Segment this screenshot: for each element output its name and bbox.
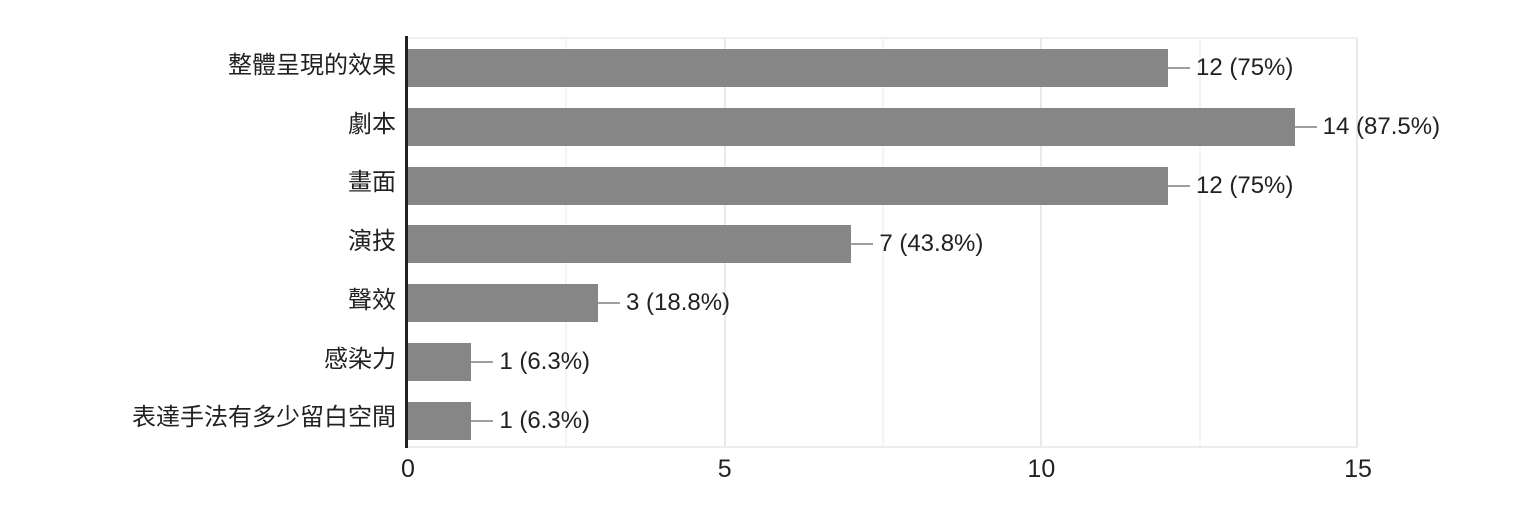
category-label: 演技 (348, 228, 396, 256)
bar-row: 12 (75%) (408, 39, 1358, 98)
value-label: 7 (43.8%) (879, 230, 984, 258)
leader-line (471, 419, 494, 422)
category-label: 整體呈現的效果 (228, 52, 396, 79)
category-label: 聲效 (348, 286, 396, 314)
x-tick-label: 5 (717, 455, 732, 483)
major-gridline (1040, 39, 1043, 446)
category-label: 表達手法有多少留白空間 (132, 404, 396, 432)
x-tick-label: 15 (1344, 455, 1372, 483)
bar (408, 342, 472, 381)
bar (408, 225, 852, 264)
plot-area: 12 (75%) 14 (87.5%) 12 (75%) 7 (43.8%) 3 (18… (408, 37, 1440, 450)
bar (408, 49, 1168, 88)
bar-row: 7 (43.8%) (408, 215, 1358, 274)
value-label: 1 (6.3%) (499, 406, 591, 434)
leader-line (1294, 126, 1317, 129)
value-label: 12 (75%) (1196, 171, 1294, 199)
bar-row: 1 (6.3%) (408, 391, 1358, 450)
leader-line (1168, 184, 1190, 187)
category-axis-labels: 整體呈現的效果劇本畫面演技聲效感染力表達手法有多少留白空間 (0, 37, 396, 448)
leader-line (471, 360, 494, 363)
bar (408, 284, 598, 323)
bar-row: 1 (6.3%) (408, 333, 1358, 392)
category-label: 畫面 (348, 169, 396, 197)
minor-gridline (882, 39, 884, 446)
x-tick-label: 0 (401, 455, 415, 483)
leader-line (1168, 67, 1190, 70)
bar-row: 3 (18.8%) (408, 274, 1358, 333)
leader-line (598, 302, 620, 305)
bar-row: 14 (87.5%) (408, 98, 1440, 157)
category-label: 感染力 (324, 345, 396, 373)
bar (408, 166, 1168, 205)
bar (408, 401, 472, 440)
x-tick-label: 10 (1027, 455, 1056, 483)
x-axis-tick-labels: 0 5 10 15 (401, 455, 1372, 491)
major-gridline (1356, 39, 1358, 446)
bar (408, 108, 1295, 147)
minor-gridline (1198, 39, 1201, 446)
y-axis-line (405, 36, 408, 448)
value-label: 3 (18.8%) (626, 289, 731, 317)
category-label: 劇本 (348, 110, 396, 138)
value-label: 12 (75%) (1196, 54, 1294, 82)
value-label: 1 (6.3%) (499, 347, 591, 375)
leader-line (851, 243, 874, 246)
bar-row: 12 (75%) (408, 156, 1358, 215)
value-label: 14 (87.5%) (1322, 113, 1441, 141)
